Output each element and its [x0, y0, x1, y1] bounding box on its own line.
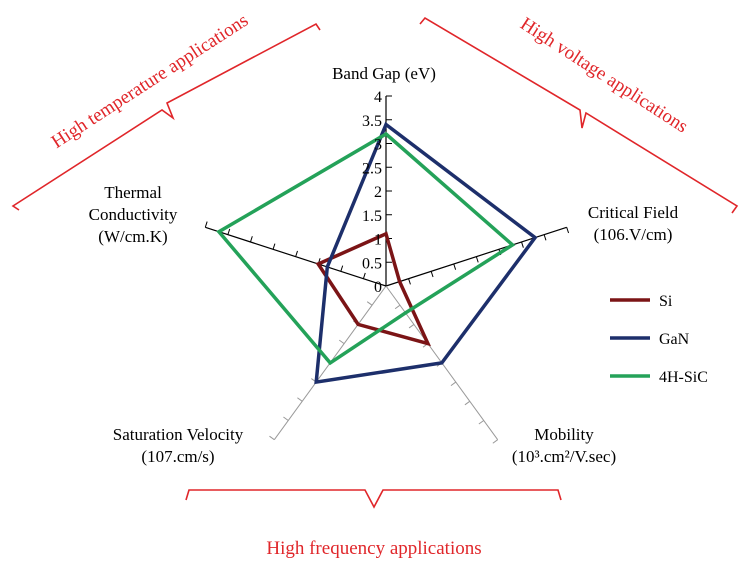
axis-tick — [338, 339, 345, 345]
legend-label: 4H-SiC — [659, 369, 708, 386]
tick-label: 3.5 — [362, 113, 382, 130]
tick-label: 0 — [374, 279, 382, 296]
axis-tick — [297, 397, 303, 402]
axis-label-thermal-conductivity: Thermal — [104, 183, 162, 202]
axis-label-saturation-velocity: (107.cm/s) — [141, 447, 214, 466]
tick-label: 1.5 — [362, 208, 382, 225]
axis-tick — [269, 435, 275, 441]
axis-tick — [295, 250, 298, 257]
tick-label: 4 — [374, 89, 382, 106]
axis-tick — [340, 265, 344, 272]
axis-label-mobility: Mobility — [534, 425, 594, 444]
axis-tick — [249, 236, 253, 243]
tick-label: 2 — [374, 184, 382, 201]
axis-labels: Band Gap (eV) Critical Field (106.V/cm) Mob… — [89, 64, 679, 466]
axis-label-saturation-velocity: Saturation Velocity — [113, 425, 244, 444]
application-group-labels: High temperature applications High volta… — [48, 10, 692, 559]
axis-label-thermal-conductivity: Conductivity — [89, 205, 178, 224]
radar-series — [216, 121, 538, 385]
axis-tick — [450, 381, 457, 387]
tick-label: 2.5 — [362, 160, 382, 177]
application-brackets — [11, 16, 739, 509]
axis-tick — [464, 400, 471, 406]
axis-tick — [272, 243, 276, 250]
axis-tick — [362, 272, 366, 279]
bracket — [419, 16, 739, 214]
high-frequency-label: High frequency applications — [266, 538, 481, 559]
bracket — [185, 489, 562, 509]
axis-tick — [227, 228, 231, 235]
axis-tick — [453, 263, 457, 270]
series-gan — [314, 121, 538, 385]
axis-label-thermal-conductivity: (W/cm.K) — [98, 227, 167, 246]
radar-axes — [204, 95, 570, 444]
legend: Si GaN 4H-SiC — [610, 293, 708, 386]
axis-label-critical-field: (106.V/cm) — [594, 225, 673, 244]
axis-tick — [543, 234, 547, 241]
axis-tick — [492, 439, 498, 444]
tick-label: 1 — [374, 232, 382, 249]
bracket — [11, 22, 321, 211]
legend-label: Si — [659, 293, 673, 310]
axis-label-band-gap: Band Gap (eV) — [332, 64, 436, 83]
axis-label-mobility: (10³.cm²/V.sec) — [512, 447, 616, 466]
axis-tick — [478, 420, 485, 425]
axis-tick — [366, 301, 373, 306]
tick-label: 0.5 — [362, 255, 382, 272]
series-4h-sic — [216, 131, 516, 366]
axis-label-critical-field: Critical Field — [588, 203, 679, 222]
axis-tick — [204, 221, 208, 228]
axis-tick — [408, 324, 415, 329]
legend-label: GaN — [659, 331, 690, 348]
high-voltage-label: High voltage applications — [516, 13, 691, 137]
axis-tick — [566, 227, 570, 234]
axis-tick — [475, 256, 479, 263]
axis-tick — [394, 304, 401, 310]
axis-tick — [521, 241, 524, 248]
axis-tick — [283, 416, 289, 421]
axis-tick — [408, 278, 411, 285]
high-temperature-label: High temperature applications — [48, 10, 252, 153]
band-gap-tick-labels: 0 0.5 1 1.5 2 2.5 3 3.5 4 — [362, 89, 382, 296]
tick-label: 3 — [374, 137, 382, 154]
axis-tick — [430, 271, 434, 278]
